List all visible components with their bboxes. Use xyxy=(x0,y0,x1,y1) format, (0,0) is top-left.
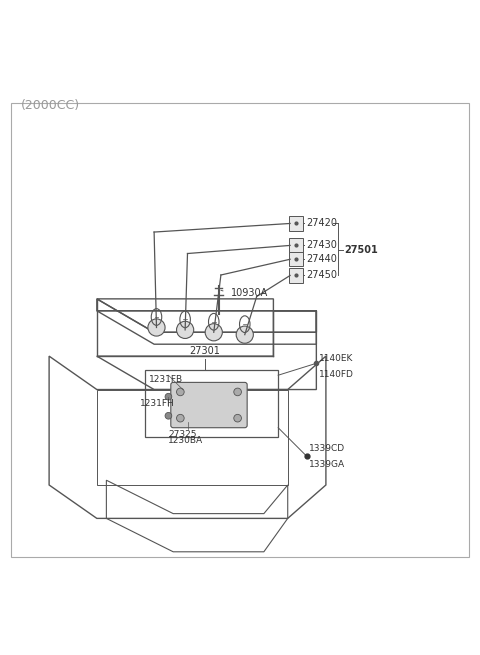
Circle shape xyxy=(165,413,172,419)
Circle shape xyxy=(205,324,222,341)
Circle shape xyxy=(165,394,172,400)
Circle shape xyxy=(177,388,184,396)
Bar xyxy=(289,252,302,267)
Text: 10930A: 10930A xyxy=(230,288,268,298)
Text: 1140EK: 1140EK xyxy=(319,354,353,364)
Text: 1140FD: 1140FD xyxy=(319,371,354,379)
Text: 1231FB: 1231FB xyxy=(149,375,183,384)
Text: 1339GA: 1339GA xyxy=(309,460,345,469)
Text: 27301: 27301 xyxy=(189,346,220,356)
FancyBboxPatch shape xyxy=(171,383,247,428)
Text: 1231FH: 1231FH xyxy=(140,400,175,408)
Circle shape xyxy=(177,322,194,339)
Text: 1339CD: 1339CD xyxy=(309,444,345,453)
Bar xyxy=(289,216,302,231)
Circle shape xyxy=(236,326,253,343)
Text: 27450: 27450 xyxy=(306,271,337,280)
Bar xyxy=(289,238,302,253)
Bar xyxy=(144,371,278,438)
Text: 27440: 27440 xyxy=(306,254,337,264)
Circle shape xyxy=(234,415,241,422)
Circle shape xyxy=(234,388,241,396)
Text: 27420: 27420 xyxy=(306,219,337,229)
Circle shape xyxy=(177,415,184,422)
Text: 27325: 27325 xyxy=(168,430,197,439)
Circle shape xyxy=(148,319,165,336)
Text: 1230BA: 1230BA xyxy=(168,436,204,445)
Text: 27501: 27501 xyxy=(344,245,378,255)
Bar xyxy=(289,269,302,283)
Text: 27430: 27430 xyxy=(306,240,337,250)
Text: (2000CC): (2000CC) xyxy=(21,100,80,113)
